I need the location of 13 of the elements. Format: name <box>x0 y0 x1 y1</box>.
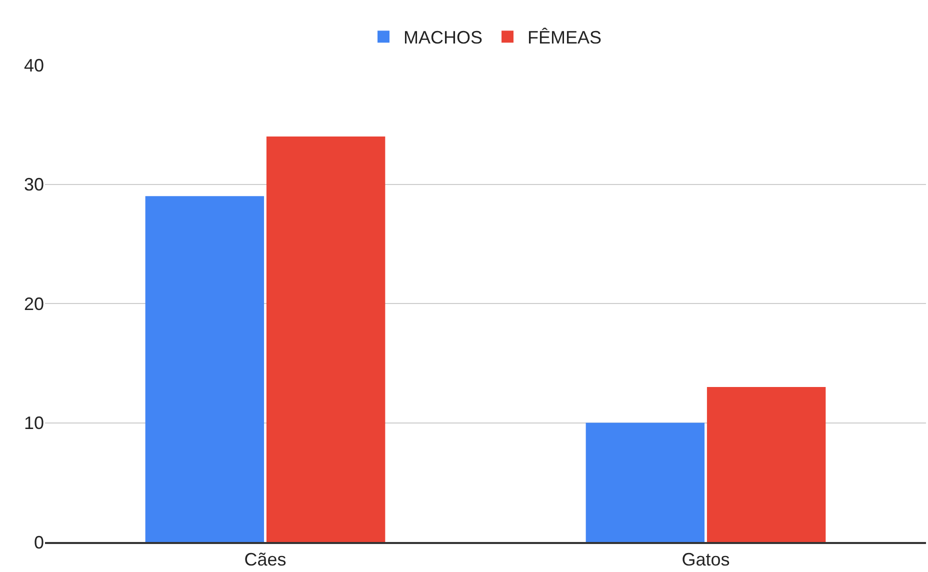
x-tick-label: Cães <box>244 549 286 570</box>
y-tick-label: 40 <box>24 55 44 76</box>
bar <box>706 386 826 542</box>
x-tick-label: Gatos <box>682 549 730 570</box>
y-tick-label: 10 <box>24 413 44 434</box>
bar <box>145 196 264 542</box>
y-tick-label: 30 <box>24 174 44 195</box>
y-tick-label: 20 <box>24 294 44 314</box>
legend-label: MACHOS <box>404 28 483 48</box>
bar <box>586 422 705 542</box>
bar <box>266 136 386 542</box>
y-tick-label: 0 <box>34 532 44 552</box>
legend-label: FÊMEAS <box>528 28 602 48</box>
